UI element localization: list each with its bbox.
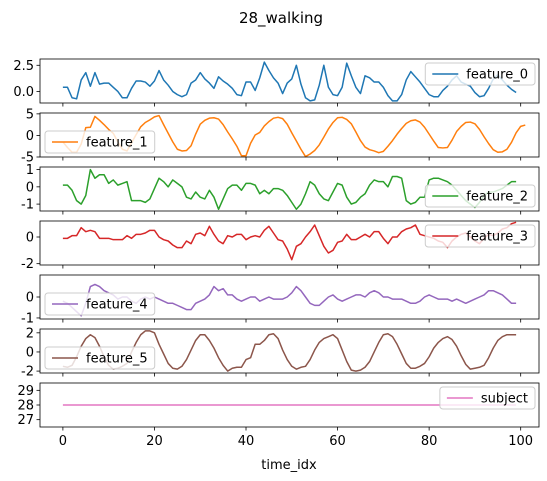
x-axis-label: time_idx: [261, 458, 317, 473]
x-tick-label: 80: [421, 434, 438, 449]
panel-feature_1: -5 0 5 feature_1: [21, 107, 540, 166]
legend-label: feature_2: [466, 190, 528, 205]
y-tick-label: -5: [21, 151, 34, 166]
axes-frame: [39, 166, 540, 212]
series-line-feature_2: [62, 168, 517, 211]
axes-frame: [39, 220, 540, 266]
x-tick-label: 20: [146, 434, 163, 449]
y-tick-label: 2.5: [13, 59, 34, 74]
series-line-feature_1: [62, 114, 526, 158]
y-tick-label: -2: [21, 257, 34, 272]
panel-feature_2: -1 0 1 feature_2: [21, 163, 540, 215]
legend-label: feature_3: [466, 230, 528, 245]
y-tick-label: 2: [26, 326, 34, 341]
legend-feature_4: feature_4: [44, 292, 156, 316]
axes-frame: [39, 328, 540, 374]
series-line-feature_0: [62, 61, 517, 102]
legend-box: [44, 346, 156, 370]
panel-feature_4: -1 0 feature_4: [21, 274, 540, 326]
y-tick-label: 0: [26, 345, 34, 360]
y-tick-label: -2: [21, 365, 34, 380]
legend-feature_5: feature_5: [44, 346, 156, 370]
y-tick-label: 28: [17, 399, 34, 414]
y-tick-label: 27: [17, 413, 34, 428]
legend-feature_3: feature_3: [424, 224, 536, 248]
legend-label: feature_5: [86, 352, 148, 367]
legend-box: [44, 292, 156, 316]
legend-feature_2: feature_2: [424, 184, 536, 208]
chart-title: 28_walking: [239, 9, 323, 28]
x-tick-label: 60: [329, 434, 346, 449]
y-tick-label: 0: [26, 129, 34, 144]
y-tick-label: 1: [26, 163, 34, 178]
legend-box: [424, 184, 536, 208]
y-tick-label: 5: [26, 107, 34, 122]
legend-feature_0: feature_0: [424, 62, 536, 86]
legend-box: [44, 130, 156, 154]
legend-label: subject: [481, 392, 528, 407]
legend-label: feature_4: [86, 298, 148, 313]
panel-feature_5: -2 0 2 feature_5: [21, 326, 540, 380]
x-tick-label: 40: [238, 434, 255, 449]
y-tick-label: 29: [17, 384, 34, 399]
y-tick-label: -1: [21, 311, 34, 326]
legend-feature_1: feature_1: [44, 130, 156, 154]
axes-frame: [39, 112, 540, 158]
legend-label: feature_0: [466, 68, 528, 83]
y-tick-label: 0.0: [13, 85, 34, 100]
panel-feature_3: -2 0 feature_3: [21, 220, 540, 272]
x-tick-label: 100: [508, 434, 533, 449]
legend-subject: subject: [439, 386, 536, 410]
axes-frame: [39, 58, 540, 104]
panel-feature_0: 0.0 2.5 feature_0: [13, 58, 540, 107]
y-tick-label: 0: [26, 180, 34, 195]
y-tick-label: 0: [26, 231, 34, 246]
x-tick-label: 0: [59, 434, 67, 449]
legend-box: [424, 62, 536, 86]
legend-box: [439, 386, 536, 410]
legend-label: feature_1: [86, 136, 148, 151]
subplot-stack: 0.0 2.5 feature_0 -5 0 5 feature_1 -1 0 1 feature_…: [13, 58, 540, 449]
series-line-feature_5: [62, 330, 517, 372]
y-tick-label: 0: [26, 291, 34, 306]
y-tick-label: -1: [21, 198, 34, 213]
legend-box: [424, 224, 536, 248]
